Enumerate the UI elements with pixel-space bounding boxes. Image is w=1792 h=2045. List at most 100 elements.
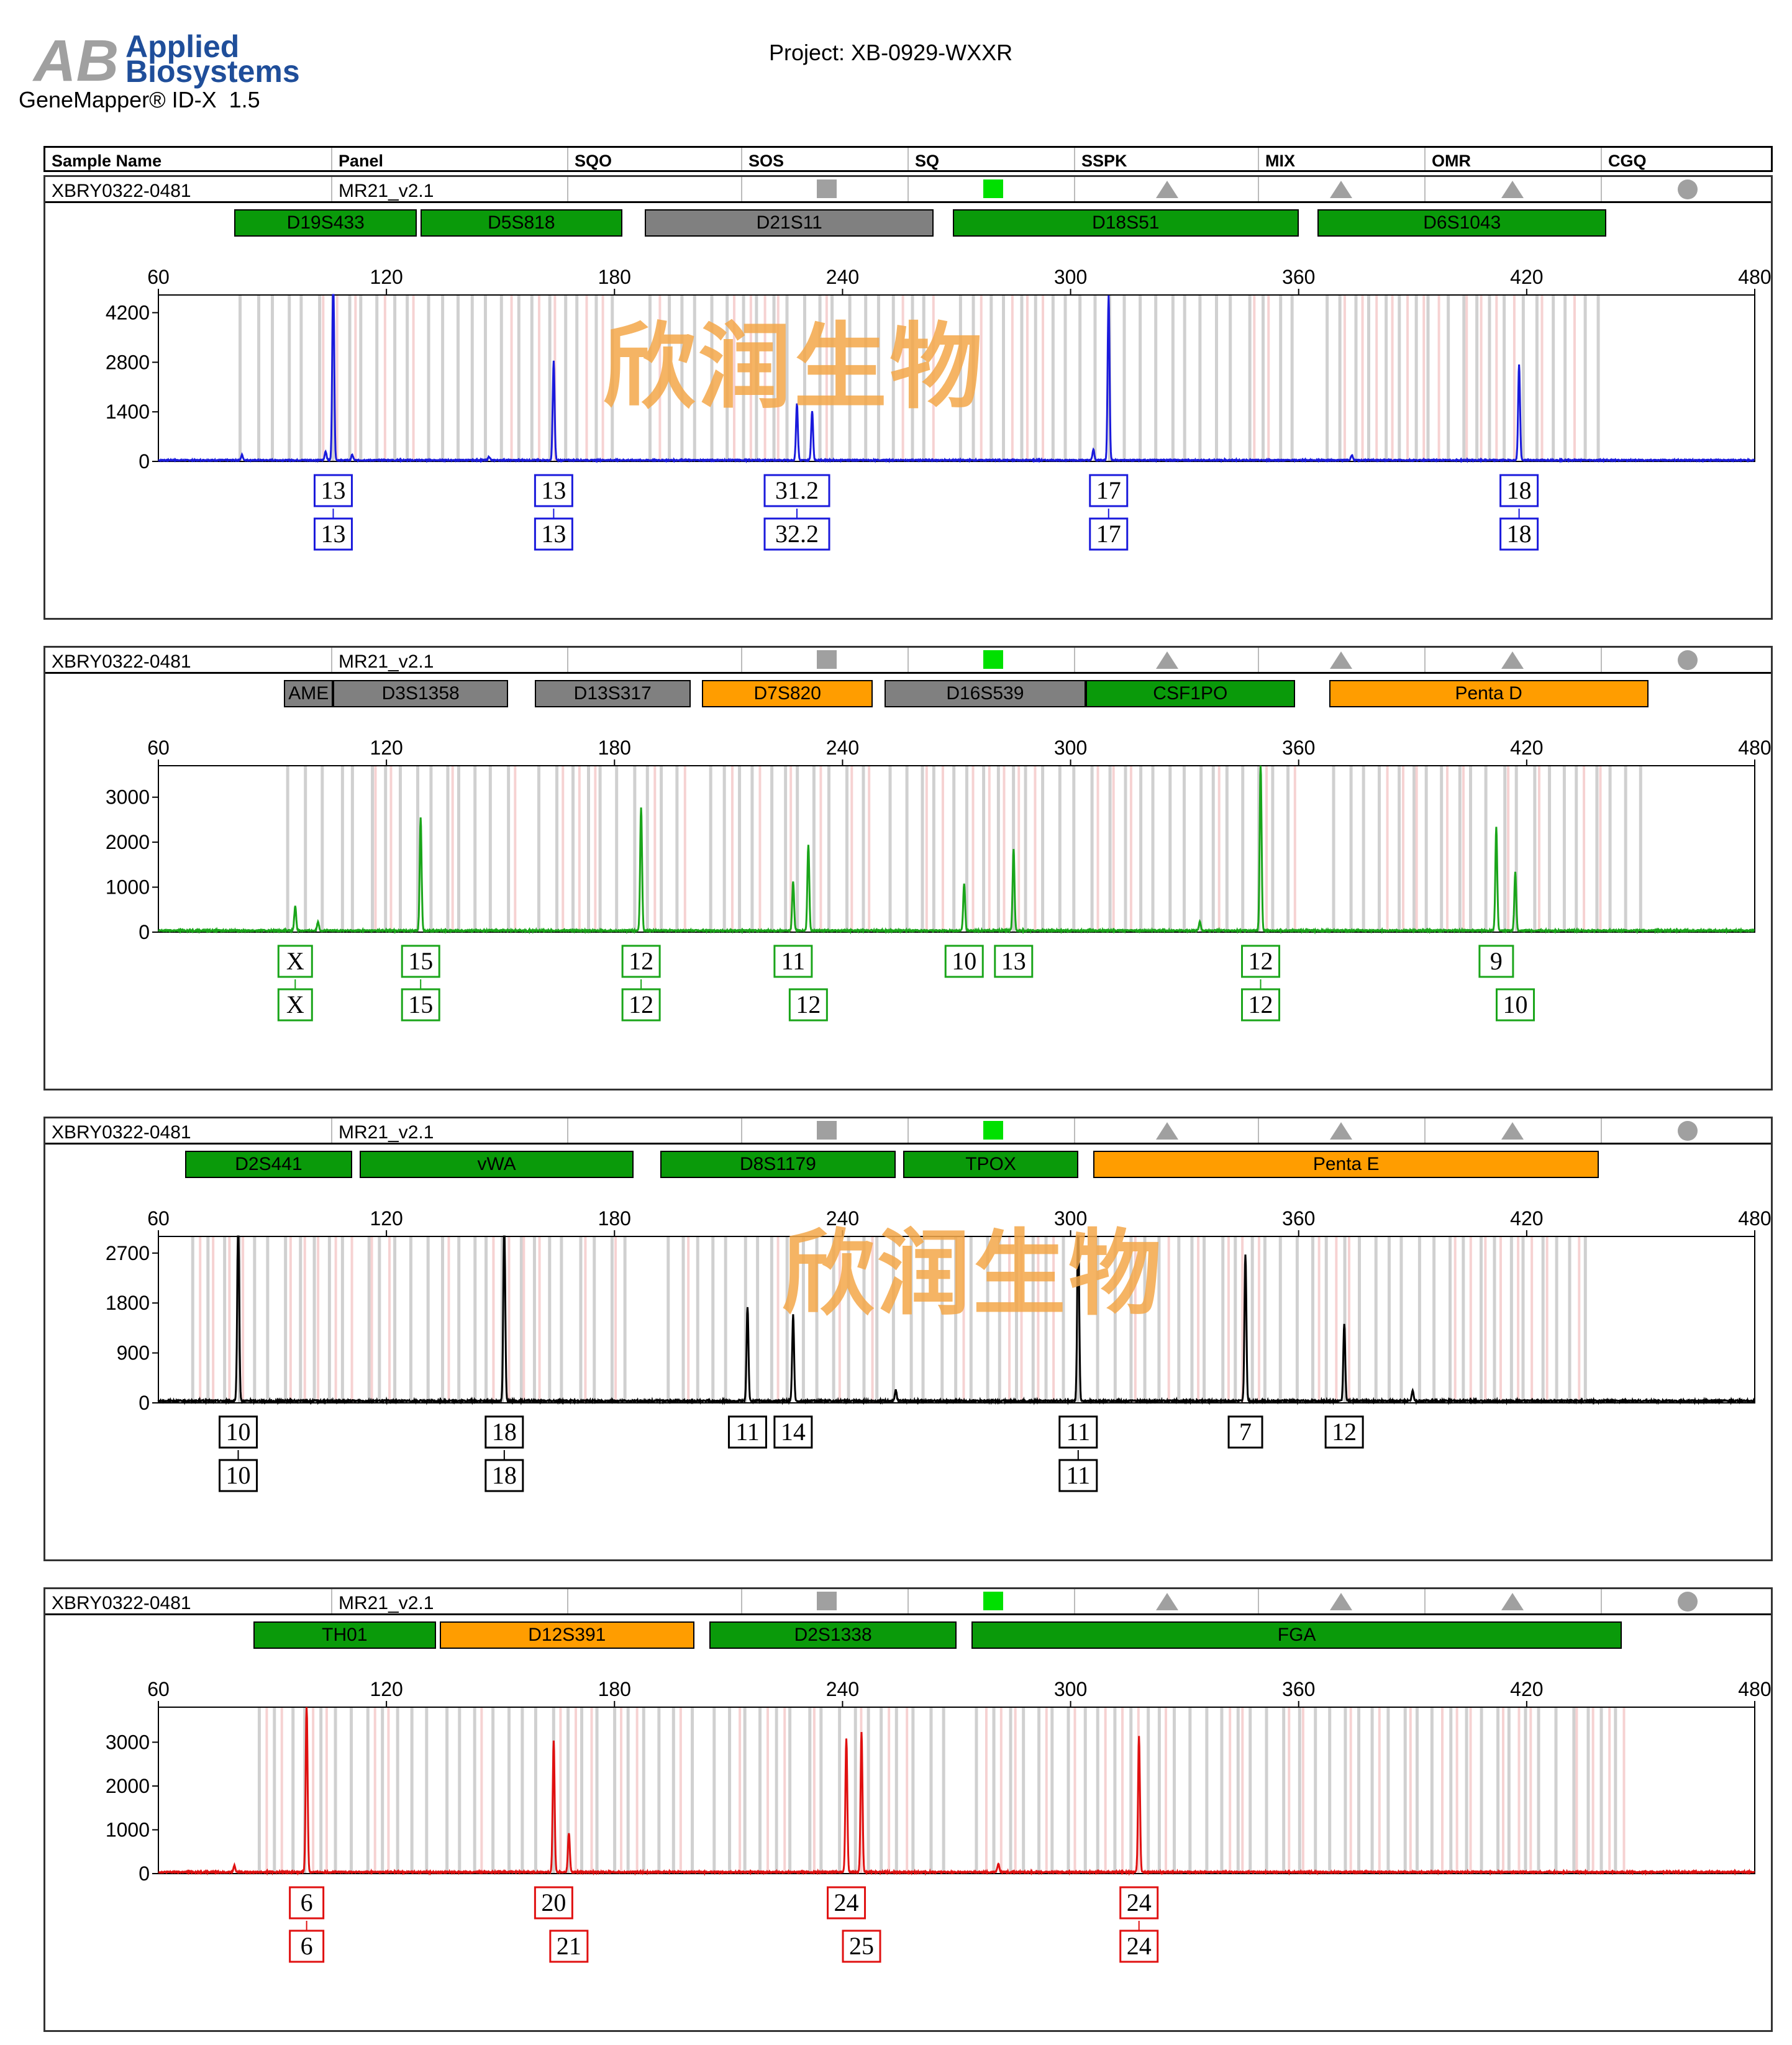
cgq-status-icon [1678, 179, 1698, 199]
x-tick-label: 180 [598, 1207, 631, 1230]
allele-call-box[interactable] [1499, 517, 1539, 551]
allele-call-box[interactable] [534, 517, 573, 551]
allele-call-box[interactable] [534, 474, 573, 507]
allele-call-box[interactable] [401, 988, 440, 1022]
col-omr[interactable]: OMR [1424, 148, 1601, 170]
allele-call-box[interactable] [313, 517, 353, 551]
allele-call-box[interactable] [1324, 1415, 1364, 1449]
locus-d5s818[interactable]: D5S818 [421, 209, 622, 237]
allele-call-box[interactable] [727, 1415, 767, 1449]
electropherogram-panel-blue: XBRY0322-0481 MR21_v2.1 D19S433 D5S818 D21S1… [43, 175, 1773, 620]
x-tick-label: 300 [1054, 266, 1087, 288]
allele-call-box[interactable] [313, 474, 353, 507]
project-title: Project: XB-0929-WXXR [769, 40, 1013, 65]
allele-call-box[interactable] [1089, 517, 1129, 551]
allele-call-box[interactable] [401, 945, 440, 978]
allele-call-box[interactable] [219, 1415, 258, 1449]
y-tick-label: 1800 [106, 1292, 150, 1314]
locus-d13s317[interactable]: D13S317 [534, 680, 691, 707]
allele-call-box[interactable] [1089, 474, 1129, 507]
col-cgq[interactable]: CGQ [1601, 148, 1771, 170]
col-sq[interactable]: SQ [907, 148, 1074, 170]
allele-call-box[interactable] [944, 945, 984, 978]
allele-call-label: 20 [541, 1889, 566, 1916]
locus-d8s1179[interactable]: D8S1179 [660, 1151, 896, 1178]
allele-call-box[interactable] [534, 1886, 573, 1920]
locus-d7s820[interactable]: D7S820 [702, 680, 873, 707]
allele-call-box[interactable] [1058, 1459, 1098, 1492]
allele-call-box[interactable] [549, 1929, 589, 1963]
sample-row[interactable]: XBRY0322-0481 MR21_v2.1 [45, 1118, 1771, 1145]
locus-th01[interactable]: TH01 [253, 1621, 436, 1649]
locus-d2s441[interactable]: D2S441 [184, 1151, 353, 1178]
allele-call-box[interactable] [621, 988, 661, 1022]
col-sqo[interactable]: SQO [567, 148, 741, 170]
sample-row[interactable]: XBRY0322-0481 MR21_v2.1 [45, 1589, 1771, 1615]
allele-call-box[interactable] [1241, 945, 1281, 978]
locus-d3s1358[interactable]: D3S1358 [333, 680, 508, 707]
allele-call-box[interactable] [484, 1459, 524, 1492]
allele-call-box[interactable] [788, 988, 828, 1022]
locus-penta-d[interactable]: Penta D [1329, 680, 1649, 707]
locus-penta-e[interactable]: Penta E [1093, 1151, 1599, 1178]
allele-call-box[interactable] [763, 517, 830, 551]
locus-d12s391[interactable]: D12S391 [439, 1621, 694, 1649]
allele-call-box[interactable] [842, 1929, 881, 1963]
allele-call-box[interactable] [1119, 1886, 1159, 1920]
allele-call-label: 11 [1067, 1461, 1091, 1489]
allele-call-box[interactable] [1499, 474, 1539, 507]
locus-tpox[interactable]: TPOX [903, 1151, 1078, 1178]
col-sample-name[interactable]: Sample Name [52, 152, 162, 170]
allele-call-box[interactable] [1227, 1415, 1263, 1449]
x-tick-label: 300 [1054, 737, 1087, 759]
allele-call-label: 13 [541, 520, 566, 548]
allele-call-label: 15 [408, 991, 433, 1018]
allele-call-box[interactable] [277, 988, 313, 1022]
locus-ame[interactable]: AME [283, 680, 334, 707]
allele-call-box[interactable] [621, 945, 661, 978]
allele-call-box[interactable] [1241, 988, 1281, 1022]
allele-call-box[interactable] [763, 474, 830, 507]
locus-d16s539[interactable]: D16S539 [884, 680, 1086, 707]
allele-call-box[interactable] [773, 1415, 813, 1449]
allele-call-box[interactable] [289, 1886, 325, 1920]
allele-call-box[interactable] [289, 1929, 325, 1963]
allele-call-box[interactable] [1478, 945, 1514, 978]
watermark-top: 欣润生物 [603, 312, 986, 422]
locus-vwa[interactable]: vWA [360, 1151, 634, 1178]
allele-call-box[interactable] [773, 945, 813, 978]
watermark-middle: 欣润生物 [781, 1219, 1165, 1328]
locus-d21s11[interactable]: D21S11 [645, 209, 934, 237]
col-mix[interactable]: MIX [1258, 148, 1424, 170]
row-cell-8 [1601, 648, 1771, 672]
allele-call-box[interactable] [219, 1459, 258, 1492]
row-cell-3 [741, 1118, 907, 1143]
allele-call-box[interactable] [1496, 988, 1535, 1022]
locus-d18s51[interactable]: D18S51 [952, 209, 1299, 237]
locus-d6s1043[interactable]: D6S1043 [1317, 209, 1607, 237]
allele-call-label: 12 [629, 947, 653, 975]
locus-d19s433[interactable]: D19S433 [234, 209, 417, 237]
allele-call-box[interactable] [1119, 1929, 1159, 1963]
allele-call-label: 24 [1127, 1889, 1152, 1916]
electropherogram-panel-green: XBRY0322-0481 MR21_v2.1 AME D3S1358 D13S317 D… [43, 646, 1773, 1091]
allele-call-box[interactable] [1058, 1415, 1098, 1449]
allele-call-box[interactable] [994, 945, 1034, 978]
locus-d2s1338[interactable]: D2S1338 [709, 1621, 957, 1649]
row-cell-2 [567, 648, 741, 672]
allele-call-label: 14 [781, 1418, 806, 1446]
col-panel[interactable]: Panel [331, 148, 567, 170]
col-sos[interactable]: SOS [741, 148, 907, 170]
allele-call-box[interactable] [827, 1886, 866, 1920]
row-cell-2 [567, 1589, 741, 1613]
y-tick-label: 0 [139, 450, 150, 473]
allele-call-box[interactable] [484, 1415, 524, 1449]
omr-status-icon [1501, 1593, 1524, 1610]
sample-row[interactable]: XBRY0322-0481 MR21_v2.1 [45, 177, 1771, 203]
locus-fga[interactable]: FGA [971, 1621, 1622, 1649]
col-sspk[interactable]: SSPK [1074, 148, 1258, 170]
allele-call-box[interactable] [277, 945, 313, 978]
allele-call-label: 18 [1507, 520, 1532, 548]
sample-row[interactable]: XBRY0322-0481 MR21_v2.1 [45, 648, 1771, 674]
locus-csf1po[interactable]: CSF1PO [1086, 680, 1295, 707]
